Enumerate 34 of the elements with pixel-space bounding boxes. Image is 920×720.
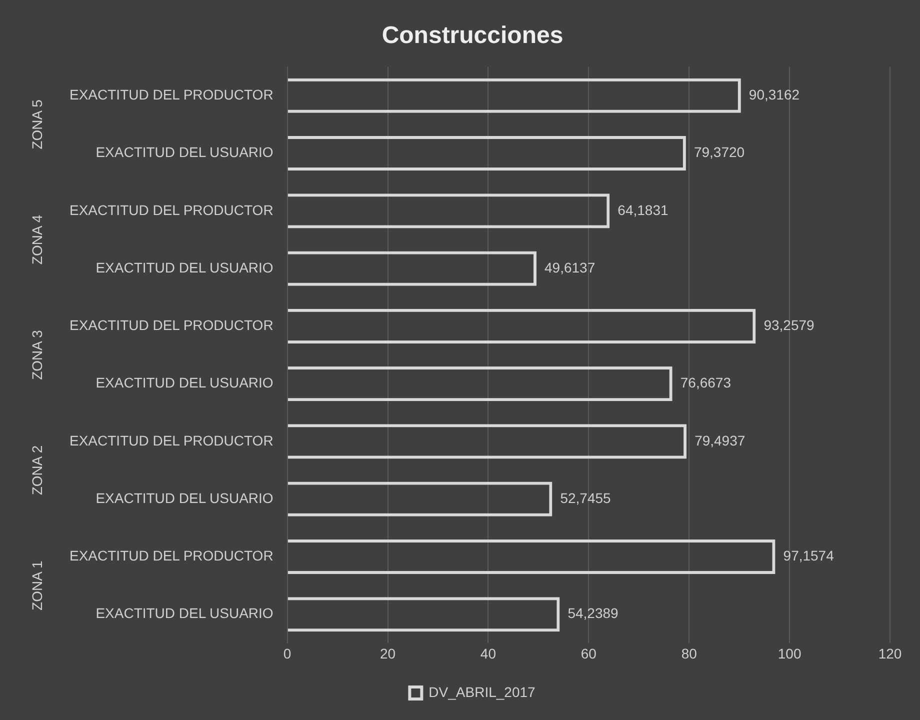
data-label: 54,2389 — [568, 605, 619, 622]
chart-title: Construcciones — [382, 22, 564, 50]
x-tick-label: 20 — [380, 645, 396, 662]
y-tick-label: EXACTITUD DEL PRODUCTOR — [70, 317, 274, 334]
text: ZONA 4 — [28, 214, 45, 265]
x-tick-label: 40 — [480, 645, 496, 662]
y-tick-label: EXACTITUD DEL PRODUCTOR — [70, 432, 274, 448]
text: ZONA 5 — [28, 99, 45, 150]
x-tick-label: 0 — [283, 645, 292, 662]
data-label: 93,2579 — [764, 317, 815, 334]
data-label: 97,1574 — [783, 548, 834, 564]
y-tick-label: EXACTITUD DEL USUARIO — [96, 374, 274, 391]
y-tick-label: EXACTITUD DEL USUARIO — [96, 144, 274, 160]
x-tick-label: 100 — [778, 645, 802, 662]
y-tick-label: EXACTITUD DEL USUARIO — [96, 490, 274, 506]
y-tick-label: EXACTITUD DEL PRODUCTOR — [70, 548, 274, 564]
x-tick-label: 60 — [580, 645, 597, 662]
legend-label: DV_ABRIL_2017 — [428, 684, 536, 700]
data-label: 79,3720 — [694, 144, 745, 160]
text: ZONA 3 — [28, 330, 45, 380]
data-label: 79,4937 — [694, 432, 746, 448]
y-tick-label: EXACTITUD DEL PRODUCTOR — [70, 202, 274, 218]
text: ZONA 2 — [28, 445, 45, 496]
y-tick-label: EXACTITUD DEL USUARIO — [96, 605, 274, 622]
data-label: 76,6673 — [680, 374, 732, 391]
data-label: 49,6137 — [544, 259, 596, 276]
x-tick-label: 80 — [681, 645, 698, 662]
data-label: 90,3162 — [748, 86, 800, 102]
data-label: 64,1831 — [618, 202, 668, 218]
y-tick-label: EXACTITUD DEL USUARIO — [96, 259, 274, 276]
data-label: 52,7455 — [560, 490, 612, 506]
x-tick-label: 120 — [878, 645, 902, 662]
y-tick-label: EXACTITUD DEL PRODUCTOR — [70, 86, 274, 102]
text: ZONA 1 — [28, 560, 45, 610]
